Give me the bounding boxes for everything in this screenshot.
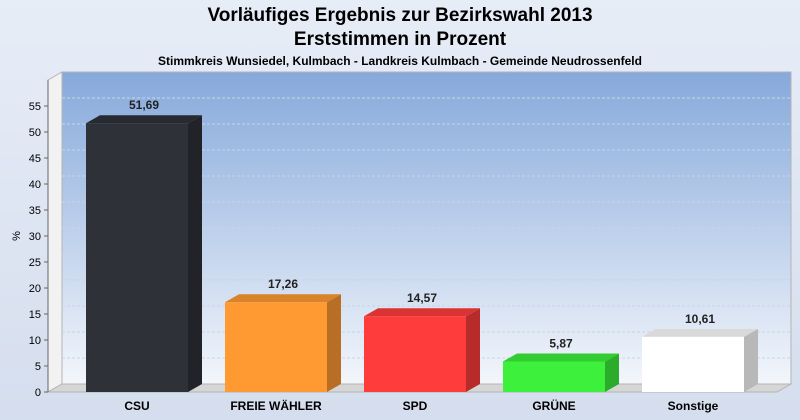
bar-front bbox=[503, 361, 605, 392]
bar-value-label: 17,26 bbox=[268, 277, 298, 291]
bar-front bbox=[642, 336, 744, 392]
value-labels: 51,69 17,26 14,57 5,87 10,61 bbox=[129, 98, 715, 350]
bar-top bbox=[86, 115, 202, 124]
bar bbox=[225, 294, 341, 392]
y-tick-label: 20 bbox=[29, 283, 41, 295]
bars bbox=[86, 115, 758, 392]
category-label: SPD bbox=[403, 399, 428, 413]
category-label: Sonstige bbox=[668, 399, 719, 413]
category-label: FREIE WÄHLER bbox=[230, 398, 322, 413]
y-tick-label: 30 bbox=[29, 231, 41, 243]
chart-caption: Stimmkreis Wunsiedel, Kulmbach - Landkre… bbox=[158, 54, 642, 68]
bar bbox=[503, 353, 619, 392]
y-axis-label: % bbox=[11, 231, 23, 241]
bar-top bbox=[642, 328, 758, 337]
bar-front bbox=[364, 316, 466, 392]
bar-value-label: 10,61 bbox=[685, 312, 715, 326]
bar bbox=[86, 115, 202, 392]
plot-side-wall bbox=[47, 71, 63, 393]
bar-value-label: 5,87 bbox=[549, 336, 573, 350]
y-tick-label: 45 bbox=[29, 153, 41, 165]
y-tick-label: 5 bbox=[35, 361, 41, 373]
y-tick-label: 40 bbox=[29, 179, 41, 191]
y-tick-label: 10 bbox=[29, 335, 41, 347]
category-labels: CSU FREIE WÄHLER SPD GRÜNE Sonstige bbox=[124, 398, 718, 413]
bar-front bbox=[86, 123, 188, 392]
y-tick-label: 25 bbox=[29, 257, 41, 269]
category-label: GRÜNE bbox=[532, 398, 575, 413]
bar-value-label: 14,57 bbox=[407, 291, 437, 305]
y-axis-ticks: 0 5 10 15 20 25 30 35 40 45 50 55 bbox=[29, 101, 48, 399]
bar-side bbox=[327, 294, 341, 392]
y-tick-label: 0 bbox=[35, 387, 41, 399]
bar-side bbox=[466, 308, 480, 392]
y-tick-label: 35 bbox=[29, 205, 41, 217]
chart-subtitle: Erststimmen in Prozent bbox=[294, 29, 507, 50]
bar-top bbox=[503, 353, 619, 362]
category-label: CSU bbox=[124, 399, 149, 413]
bar-top bbox=[364, 308, 480, 317]
bar bbox=[642, 328, 758, 392]
y-tick-label: 50 bbox=[29, 127, 41, 139]
bar-top bbox=[225, 294, 341, 303]
bar-front bbox=[225, 302, 327, 392]
chart-title: Vorläufiges Ergebnis zur Bezirkswahl 201… bbox=[207, 5, 592, 26]
bar-value-label: 51,69 bbox=[129, 98, 159, 112]
bar-side bbox=[605, 353, 619, 392]
bar bbox=[364, 308, 480, 392]
y-tick-label: 55 bbox=[29, 101, 41, 113]
bar-side bbox=[188, 115, 202, 392]
bar-side bbox=[744, 328, 758, 392]
y-tick-label: 15 bbox=[29, 309, 41, 321]
